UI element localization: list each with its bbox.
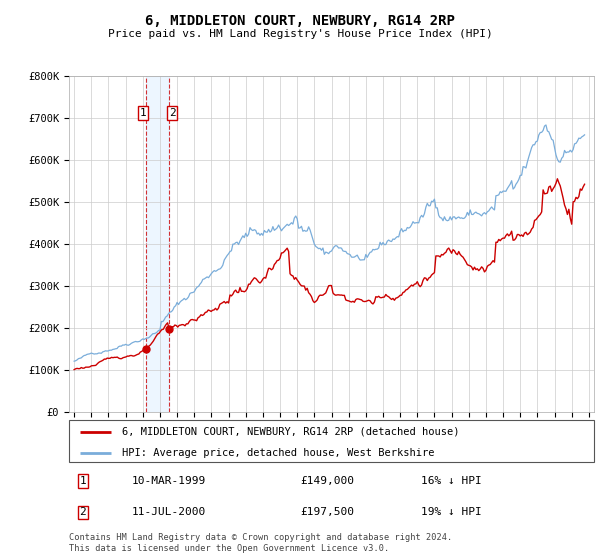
Text: 19% ↓ HPI: 19% ↓ HPI <box>421 507 482 517</box>
Text: 10-MAR-1999: 10-MAR-1999 <box>132 476 206 486</box>
Text: Price paid vs. HM Land Registry's House Price Index (HPI): Price paid vs. HM Land Registry's House … <box>107 29 493 39</box>
Text: 1: 1 <box>79 476 86 486</box>
Text: £197,500: £197,500 <box>300 507 354 517</box>
FancyBboxPatch shape <box>69 420 594 462</box>
Text: 6, MIDDLETON COURT, NEWBURY, RG14 2RP (detached house): 6, MIDDLETON COURT, NEWBURY, RG14 2RP (d… <box>121 427 459 437</box>
Text: 2: 2 <box>79 507 86 517</box>
Bar <box>146 76 169 412</box>
Text: 1: 1 <box>140 109 146 118</box>
Text: 11-JUL-2000: 11-JUL-2000 <box>132 507 206 517</box>
Text: 2: 2 <box>169 109 175 118</box>
Text: 6, MIDDLETON COURT, NEWBURY, RG14 2RP: 6, MIDDLETON COURT, NEWBURY, RG14 2RP <box>145 14 455 28</box>
Text: HPI: Average price, detached house, West Berkshire: HPI: Average price, detached house, West… <box>121 448 434 458</box>
Text: Contains HM Land Registry data © Crown copyright and database right 2024.
This d: Contains HM Land Registry data © Crown c… <box>69 533 452 553</box>
Text: £149,000: £149,000 <box>300 476 354 486</box>
Text: 16% ↓ HPI: 16% ↓ HPI <box>421 476 482 486</box>
